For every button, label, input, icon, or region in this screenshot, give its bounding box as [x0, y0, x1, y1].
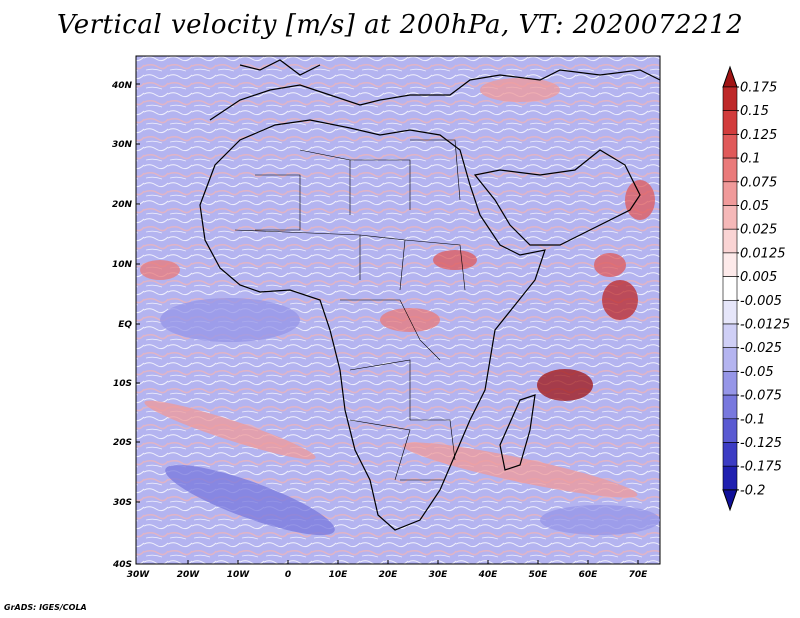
lon-tick-label: 0: [285, 570, 291, 580]
colorbar-label: -0.175: [740, 460, 782, 475]
colorbar-label: -0.075: [740, 389, 782, 404]
colorbar-swatch: [722, 228, 738, 254]
lon-tick-label: 30W: [127, 570, 151, 580]
colorbar-label: 0.15: [740, 104, 769, 119]
colorbar-top-arrow: [722, 65, 738, 88]
grads-credit: GrADS: IGES/COLA: [4, 603, 87, 612]
colorbar-swatch: [722, 347, 738, 372]
lat-tick-label: 20S: [113, 438, 132, 448]
lon-tick-label: 70E: [629, 570, 649, 580]
colorbar-label: 0.0125: [740, 246, 786, 261]
lat-tick-label: 10N: [112, 260, 133, 270]
lon-tick-label: 20W: [177, 570, 201, 580]
colorbar-swatch: [722, 252, 738, 277]
coastlines: [199, 59, 661, 531]
colorbar-bottom-arrow: [722, 489, 738, 512]
colorbar: 0.175 0.15 0.125 0.1 0.075 0.05 0.025 0.0125 0.0…: [722, 65, 790, 512]
lat-tick-label: 40N: [111, 81, 133, 91]
colorbar-swatch: [722, 110, 738, 135]
colorbar-swatch: [722, 181, 738, 206]
lat-axis: 40N 30N 20N 10N EQ 10S 20S 30S 40S: [111, 81, 140, 570]
colorbar-swatch: [722, 418, 738, 443]
colorbar-label: -0.0125: [740, 318, 790, 333]
colorbar-label: -0.1: [740, 412, 765, 427]
colorbar-swatch: [722, 205, 738, 230]
plot-title: Vertical velocity [m/s] at 200hPa, VT: 2…: [56, 10, 744, 40]
colorbar-label: 0.1: [740, 152, 761, 167]
lon-tick-label: 10E: [329, 570, 349, 580]
colorbar-swatch: [722, 371, 738, 396]
colorbar-label: -0.05: [740, 365, 774, 380]
colorbar-swatch: [722, 465, 738, 491]
colorbar-swatch: [722, 157, 738, 183]
colorbar-swatch: [722, 442, 738, 467]
colorbar-label: 0.175: [740, 81, 777, 96]
colorbar-swatch: [722, 299, 738, 325]
colorbar-label: -0.005: [740, 294, 782, 309]
colorbar-label: 0.025: [740, 223, 777, 238]
country-borders: [234, 139, 466, 481]
colorbar-label: -0.125: [740, 436, 782, 451]
colorbar-label: 0.005: [740, 270, 777, 285]
colorbar-label: 0.075: [740, 175, 777, 190]
lon-tick-label: 50E: [529, 570, 549, 580]
colorbar-label: -0.025: [740, 341, 782, 356]
lat-tick-label: 10S: [113, 379, 132, 389]
lon-tick-label: 10W: [227, 570, 251, 580]
lat-tick-label: 30N: [112, 140, 133, 150]
lon-tick-label: 40E: [478, 570, 499, 580]
colorbar-swatch: [722, 276, 738, 301]
lon-axis: 30W 20W 10W 0 10E 20E 30E 40E 50E 60E 70…: [127, 560, 648, 580]
colorbar-swatch: [722, 86, 738, 112]
lat-tick-label: 40S: [112, 560, 132, 570]
colorbar-swatch: [722, 394, 738, 420]
lat-tick-label: 30S: [113, 498, 132, 508]
colorbar-label: 0.05: [740, 199, 769, 214]
lon-tick-label: 20E: [379, 570, 399, 580]
colorbar-swatch: [722, 134, 738, 159]
colorbar-swatch: [722, 323, 738, 349]
lat-tick-label: EQ: [118, 320, 132, 330]
lon-tick-label: 30E: [429, 570, 449, 580]
field-features: [140, 78, 660, 536]
lon-tick-label: 60E: [579, 570, 599, 580]
colorbar-label: 0.125: [740, 128, 777, 143]
colorbar-label: -0.2: [740, 483, 765, 498]
lat-tick-label: 20N: [112, 200, 133, 210]
